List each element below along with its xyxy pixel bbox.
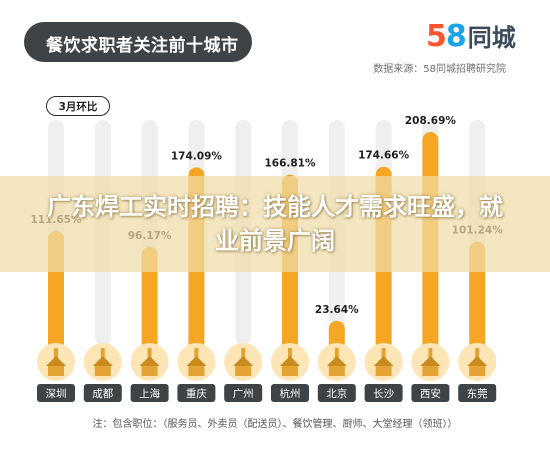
data-label: 23.64% bbox=[315, 304, 359, 316]
landmark-icon bbox=[373, 356, 394, 366]
landmark-icon bbox=[94, 366, 111, 376]
category-label: 上海 bbox=[139, 387, 160, 400]
landmark-icon bbox=[139, 356, 160, 366]
category-label-box bbox=[83, 384, 122, 402]
category-label: 西安 bbox=[420, 387, 441, 400]
category-label-box bbox=[224, 384, 263, 402]
category-label-box bbox=[317, 384, 356, 402]
landmark-icon bbox=[280, 356, 300, 366]
landmark-icon bbox=[282, 366, 298, 376]
category-label: 深圳 bbox=[46, 388, 67, 400]
category-label: 北京 bbox=[326, 387, 347, 400]
category-label: 重庆 bbox=[186, 387, 207, 400]
landmark-icon bbox=[48, 366, 64, 376]
category-label: 杭州 bbox=[280, 387, 301, 400]
landmark-icon bbox=[422, 366, 439, 376]
landmark-icon bbox=[233, 356, 254, 366]
logo-text: 同城 bbox=[467, 24, 516, 52]
data-label: 174.09% bbox=[171, 150, 223, 162]
category-label-box bbox=[37, 384, 75, 402]
category-label: 东莞 bbox=[467, 387, 488, 400]
landmark-icon bbox=[328, 366, 345, 376]
category-label-box bbox=[271, 384, 309, 402]
chart-subtitle: 3月环比 bbox=[58, 101, 98, 113]
category-label: 成都 bbox=[92, 388, 113, 400]
category-label-box bbox=[364, 384, 403, 402]
landmark-icon bbox=[188, 366, 205, 376]
category-label-box bbox=[411, 384, 450, 402]
data-label: 166.81% bbox=[264, 158, 316, 170]
category-label-box bbox=[177, 384, 216, 402]
landmark-icon bbox=[469, 366, 486, 376]
landmark-icon bbox=[141, 366, 158, 376]
category-label: 长沙 bbox=[373, 388, 394, 400]
title-banner: 餐饮求职者关注前十城市 bbox=[24, 22, 252, 62]
landmark-icon bbox=[186, 356, 207, 366]
landmark-icon bbox=[420, 356, 441, 366]
subtitle-pill: 3月环比 bbox=[46, 96, 110, 116]
landmark-icon bbox=[326, 356, 347, 366]
headline-overlay bbox=[0, 176, 550, 272]
landmark-icon bbox=[375, 366, 392, 376]
category-label-box bbox=[130, 384, 169, 402]
landmark-icon bbox=[467, 356, 488, 366]
logo-number: 58 bbox=[426, 19, 467, 54]
footnote: 注：包含职位：（服务员、外卖员（配送员）、餐饮管理、厨师、大堂经理（领班）） bbox=[92, 419, 458, 430]
landmark-icon bbox=[92, 356, 113, 366]
landmark-icon bbox=[46, 356, 66, 366]
logo-58tongcheng: 58同城 bbox=[426, 18, 516, 54]
bar bbox=[141, 246, 158, 351]
data-label: 174.66% bbox=[358, 150, 410, 162]
landmark-icon bbox=[235, 366, 252, 376]
category-label: 广州 bbox=[233, 388, 254, 400]
data-source: 数据来源：58同城招聘研究院 bbox=[373, 64, 506, 75]
chart-title: 餐饮求职者关注前十城市 bbox=[46, 36, 239, 56]
headline-text: 广东焊工实时招聘：技能人才需求旺盛，就业前景广阔 bbox=[47, 193, 503, 255]
category-label-box bbox=[458, 384, 497, 402]
data-label: 208.69% bbox=[405, 115, 457, 127]
